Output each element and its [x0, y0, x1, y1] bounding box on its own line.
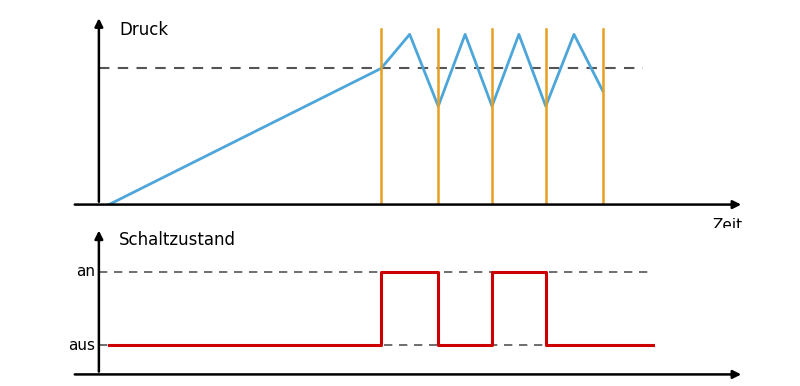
Text: Zeit: Zeit [712, 218, 742, 233]
Text: aus: aus [69, 338, 95, 352]
Text: Druck: Druck [119, 21, 168, 39]
Text: Schaltzustand: Schaltzustand [119, 231, 236, 249]
Text: an: an [77, 264, 95, 279]
